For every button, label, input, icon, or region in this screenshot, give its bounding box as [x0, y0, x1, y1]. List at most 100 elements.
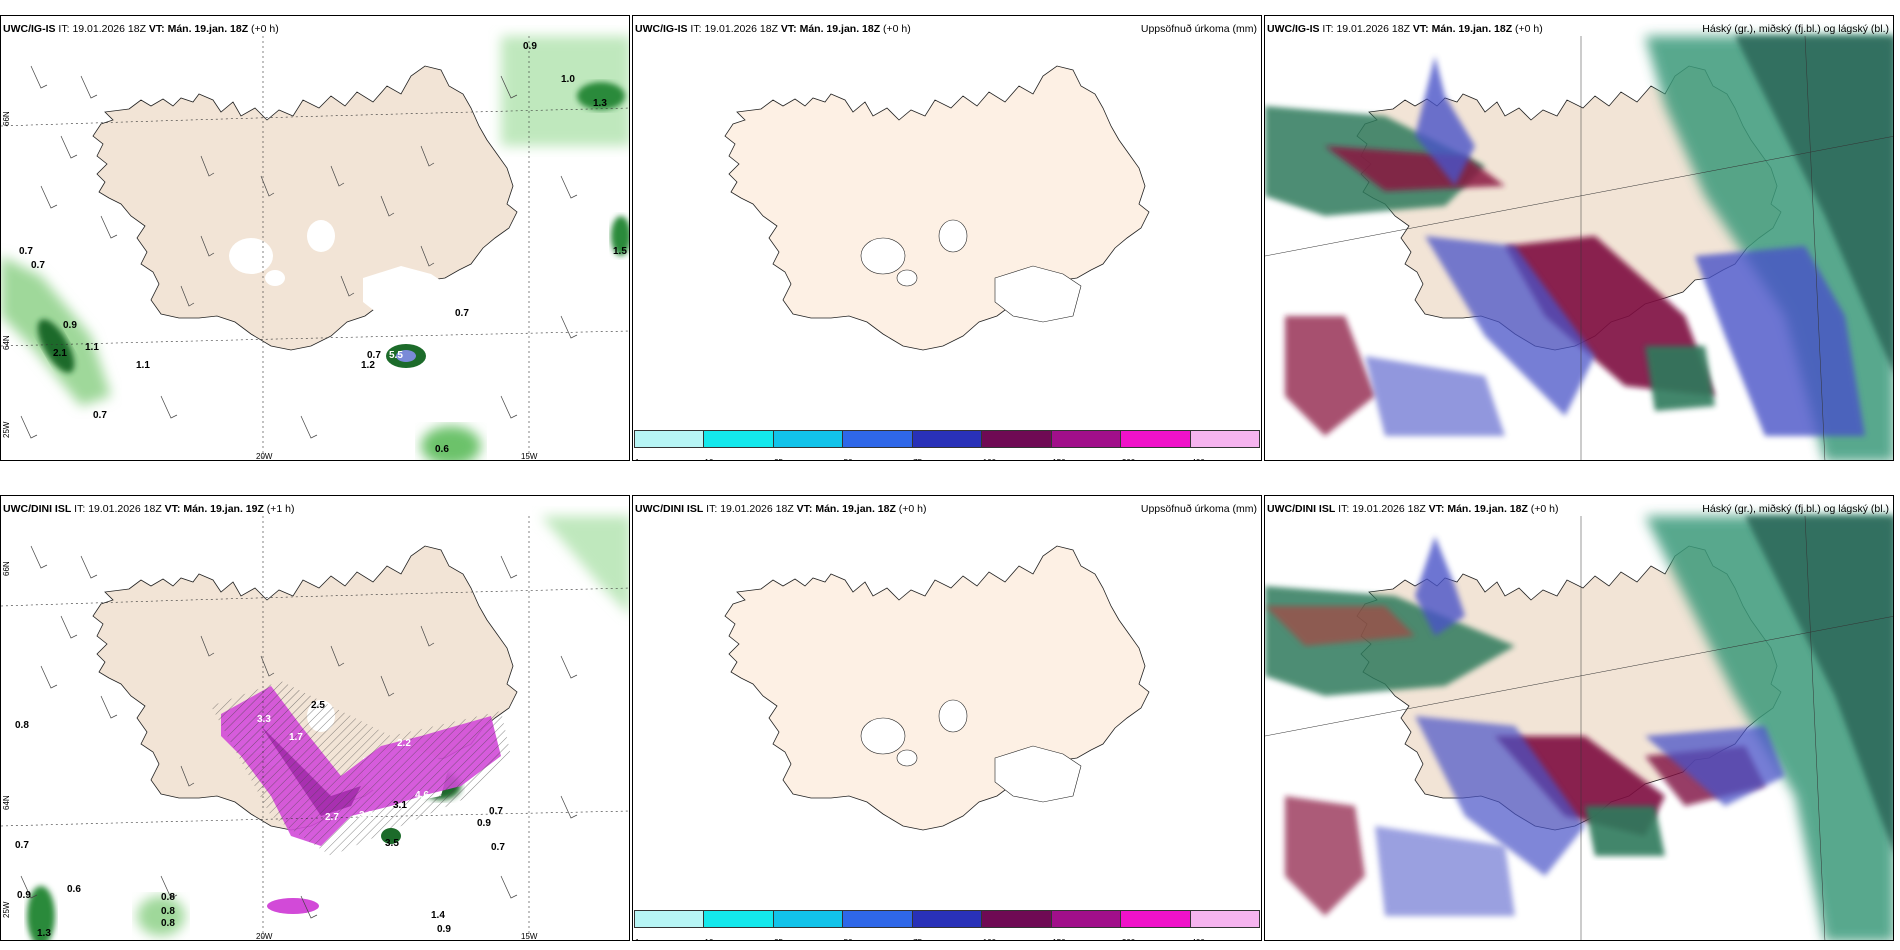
colorbar-label: 150: [1052, 938, 1065, 940]
value-label: 0.7: [31, 260, 45, 271]
value-label: 0.9: [17, 890, 31, 901]
value-label: 3.3: [257, 714, 271, 725]
colorbar-labels: 1 10 25 50 75 100 150 200 400: [634, 938, 1260, 940]
colorbar-segment: [912, 911, 983, 927]
cloud-map: [1265, 35, 1893, 460]
value-label: 3.1: [393, 800, 407, 811]
colorbar-segment: [773, 911, 844, 927]
value-label: 2.2: [397, 738, 411, 749]
colorbar-segment: [1121, 431, 1191, 447]
value-label: 1.4: [431, 910, 445, 921]
value-label: 0.7: [455, 308, 469, 319]
map-panel-igis-clouds: UWC/IG-IS IT: 19.01.2026 18Z VT: Mán. 19…: [1264, 15, 1894, 461]
svg-text:66N: 66N: [2, 561, 11, 576]
colorbar-label: 100: [983, 938, 996, 940]
value-label: 0.8: [161, 892, 175, 903]
precip-colorbar: [634, 430, 1260, 448]
svg-text:25W: 25W: [2, 421, 11, 438]
panel-title: Háský (gr.), miðský (fj.bl.) og lágský (…: [1702, 23, 1889, 35]
map-panel-igis-wind: UWC/IG-IS IT: 19.01.2026 18Z VT: Mán. 19…: [0, 15, 630, 461]
value-label: 0.9: [477, 818, 491, 829]
colorbar-label: 150: [1052, 458, 1065, 460]
panel-header: UWC/IG-IS IT: 19.01.2026 18Z VT: Mán. 19…: [1267, 23, 1889, 35]
panel-header: UWC/DINI ISL IT: 19.01.2026 18Z VT: Mán.…: [3, 503, 295, 515]
value-label: 1.3: [37, 928, 51, 939]
value-label: 0.7: [93, 410, 107, 421]
value-label: 3.5: [385, 838, 399, 849]
colorbar-label: 400: [1191, 938, 1204, 940]
value-label: 4.6: [415, 790, 429, 801]
colorbar-label: 200: [1122, 458, 1135, 460]
value-label: 0.6: [67, 884, 81, 895]
colorbar-label: 25: [774, 938, 783, 940]
cloud-map: [1265, 515, 1893, 940]
colorbar-segment: [704, 431, 774, 447]
value-label: 0.6: [435, 444, 449, 455]
value-label: 0.9: [523, 41, 537, 52]
value-label: 0.8: [161, 906, 175, 917]
colorbar-segment: [982, 911, 1052, 927]
panel-header: UWC/DINI ISL IT: 19.01.2026 18Z VT: Mán.…: [1267, 503, 1889, 515]
value-label: 2.7: [325, 812, 339, 823]
colorbar-segment: [1121, 911, 1191, 927]
colorbar-label: 10: [705, 458, 714, 460]
svg-text:64N: 64N: [2, 335, 11, 350]
map-panel-dini-wind: UWC/DINI ISL IT: 19.01.2026 18Z VT: Mán.…: [0, 495, 630, 941]
value-label: 0.7: [19, 246, 33, 257]
value-label: 1.1: [136, 360, 150, 371]
value-label: 0.8: [161, 918, 175, 929]
colorbar-segment: [1051, 431, 1122, 447]
colorbar-segment: [704, 911, 774, 927]
value-label: 5.5: [389, 350, 403, 361]
colorbar-label: 1: [635, 938, 639, 940]
value-label: 0.7: [367, 350, 381, 361]
panel-title: Háský (gr.), miðský (fj.bl.) og lágský (…: [1702, 503, 1889, 515]
value-label: 0.9: [437, 924, 451, 935]
colorbar-label: 200: [1122, 938, 1135, 940]
colorbar-label: 50: [844, 938, 853, 940]
svg-text:15W: 15W: [521, 932, 538, 941]
wind-precip-map: 66N 64N 20W 15W 25W 0.7 0.7 0.9 2.1 1.1 …: [1, 36, 629, 461]
value-label: 2.5: [311, 700, 325, 711]
colorbar-labels: 1 10 25 50 75 100 150 200 400: [634, 458, 1260, 460]
colorbar-segment: [635, 431, 705, 447]
map-panel-dini-clouds: UWC/DINI ISL IT: 19.01.2026 18Z VT: Mán.…: [1264, 495, 1894, 941]
precip-map: [724, 65, 1150, 351]
colorbar-segment: [843, 911, 913, 927]
colorbar-segment: [635, 911, 705, 927]
svg-text:20W: 20W: [256, 452, 273, 461]
value-label: 0.7: [491, 842, 505, 853]
svg-text:64N: 64N: [2, 795, 11, 810]
colorbar-segment: [1190, 911, 1259, 927]
map-panel-dini-precip: UWC/DINI ISL IT: 19.01.2026 18Z VT: Mán.…: [632, 495, 1262, 941]
colorbar-segment: [1051, 911, 1122, 927]
colorbar-segment: [982, 431, 1052, 447]
colorbar-label: 75: [913, 458, 922, 460]
value-label: 0.7: [489, 806, 503, 817]
colorbar-segment: [843, 431, 913, 447]
panel-title: Uppsöfnuð úrkoma (mm): [1140, 503, 1257, 515]
colorbar-label: 10: [705, 938, 714, 940]
panel-header: UWC/IG-IS IT: 19.01.2026 18Z VT: Mán. 19…: [3, 23, 279, 35]
value-label: 1.5: [613, 246, 627, 257]
value-label: 3.2: [359, 810, 373, 821]
panel-header: UWC/IG-IS IT: 19.01.2026 18Z VT: Mán. 19…: [635, 23, 1257, 35]
svg-text:15W: 15W: [521, 452, 538, 461]
colorbar-segment: [912, 431, 983, 447]
value-label: 1.3: [593, 98, 607, 109]
colorbar-segment: [773, 431, 844, 447]
colorbar-segment: [1190, 431, 1259, 447]
panel-header: UWC/DINI ISL IT: 19.01.2026 18Z VT: Mán.…: [635, 503, 1257, 515]
value-label: 1.7: [289, 732, 303, 743]
colorbar-label: 400: [1191, 458, 1204, 460]
colorbar-label: 25: [774, 458, 783, 460]
value-label: 1.0: [561, 74, 575, 85]
svg-text:66N: 66N: [2, 111, 11, 126]
colorbar-label: 1: [635, 458, 639, 460]
colorbar-label: 50: [844, 458, 853, 460]
precip-colorbar: [634, 910, 1260, 928]
value-label: 0.8: [15, 720, 29, 731]
value-label: 1.1: [85, 342, 99, 353]
value-label: 0.9: [63, 320, 77, 331]
wind-precip-map: 66N 64N 20W 15W 25W 0.8 0.7 0.9 0.6 1.3 …: [1, 516, 629, 941]
